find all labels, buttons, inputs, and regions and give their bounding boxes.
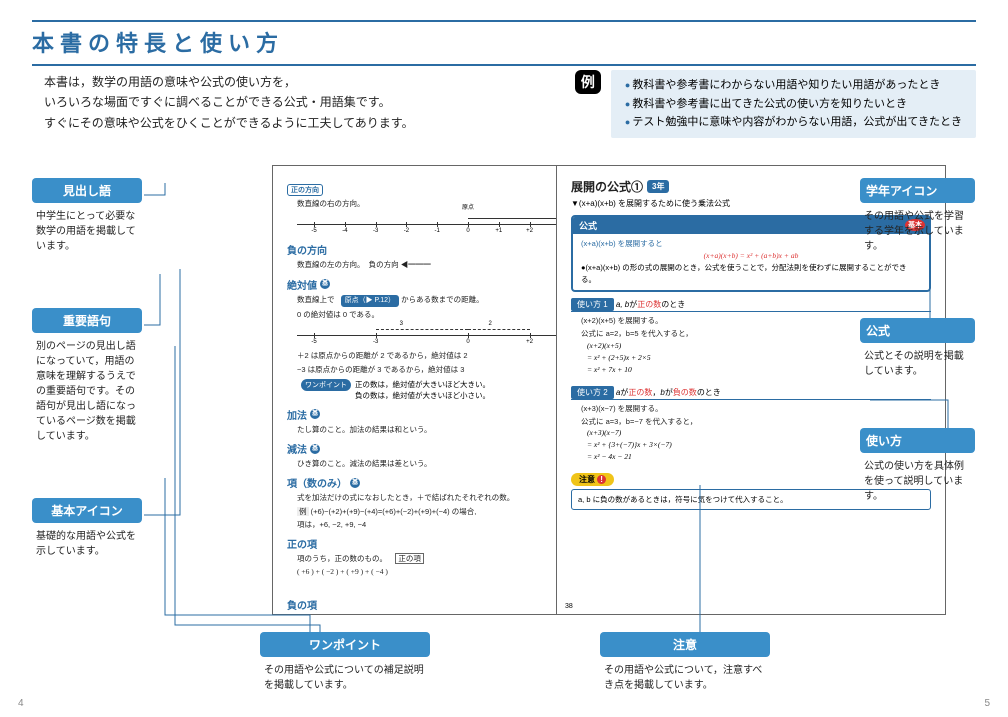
usage-line: (x+3)(x−7) を展開する。 bbox=[581, 403, 931, 414]
usage-head: 使い方 1 bbox=[571, 298, 614, 311]
callout-body: 基礎的な用語や公式を示しています。 bbox=[32, 527, 142, 561]
intro-line: 本書は，数学の用語の意味や公式の使い方を， bbox=[44, 72, 414, 92]
callout-body: その用語や公式についての補足説明を掲載しています。 bbox=[260, 661, 430, 695]
usage-block: 使い方 2 aが正の数，bが負の数のとき bbox=[571, 386, 931, 400]
example-item: 教科書や参考書に出てきた公式の使い方を知りたいとき bbox=[625, 95, 962, 114]
callout-title: 基本アイコン bbox=[32, 498, 142, 523]
callout-midashi: 見出し語 中学生にとって必要な数学の用語を掲載しています。 bbox=[32, 178, 142, 256]
example-list: 教科書や参考書にわからない用語や知りたい用語があったとき 教科書や参考書に出てき… bbox=[611, 70, 976, 138]
callout-body: 公式とその説明を掲載しています。 bbox=[860, 347, 975, 381]
callout-title: 学年アイコン bbox=[860, 178, 975, 203]
basic-icon: 基本 bbox=[310, 409, 320, 419]
onepoint-line: 正の数は，絶対値が大きいほど大きい。 bbox=[355, 379, 490, 390]
callout-body: その用語や公式について，注意すべき点を掲載しています。 bbox=[600, 661, 770, 695]
callout-kihon: 基本アイコン 基礎的な用語や公式を示しています。 bbox=[32, 498, 142, 561]
usage-line: 公式に a=3，b=−7 を代入すると， bbox=[581, 416, 931, 427]
callout-body: 別のページの見出し語になっていて，用語の意味を理解するうえでの重要語句です。その… bbox=[32, 337, 142, 446]
callout-title: ワンポイント bbox=[260, 632, 430, 657]
basic-icon: 基本 bbox=[350, 478, 360, 488]
callout-title: 公式 bbox=[860, 318, 975, 343]
onepoint-line: 負の数は，絶対値が大きいほど小さい。 bbox=[355, 390, 490, 401]
callout-title: 重要語句 bbox=[32, 308, 142, 333]
warning-icon: ! bbox=[597, 475, 606, 484]
callout-body: 中学生にとって必要な数学の用語を掲載しています。 bbox=[32, 207, 142, 256]
callout-tsukaikata: 使い方 公式の使い方を具体例を使って説明しています。 bbox=[860, 428, 975, 506]
example-item: テスト勉強中に意味や内容がわからない用語，公式が出てきたとき bbox=[625, 113, 962, 132]
formula-note: ●(x+a)(x+b) の形の式の展開のとき，公式を使うことで，分配法則を使わず… bbox=[581, 262, 921, 286]
intro-line: すぐにその意味や公式をひくことができるように工夫してあります。 bbox=[44, 113, 414, 133]
callout-body: その用語や公式を学習する学年を示しています。 bbox=[860, 207, 975, 256]
callout-gakunen: 学年アイコン その用語や公式を学習する学年を示しています。 bbox=[860, 178, 975, 256]
usage-head: 使い方 2 bbox=[571, 386, 614, 399]
example-box: 例 教科書や参考書にわからない用語や知りたい用語があったとき 教科書や参考書に出… bbox=[575, 70, 976, 138]
title-bar: 本書の特長と使い方 bbox=[32, 20, 976, 66]
callout-koushiki: 公式 公式とその説明を掲載しています。 bbox=[860, 318, 975, 381]
book-page-number: 38 bbox=[565, 603, 573, 610]
document-page: 本書の特長と使い方 本書は，数学の用語の意味や公式の使い方を， いろいろな場面で… bbox=[0, 0, 1008, 717]
onepoint-label: ワンポイント bbox=[301, 379, 351, 391]
callout-title: 見出し語 bbox=[32, 178, 142, 203]
page-number: 5 bbox=[984, 698, 990, 709]
intro-line: いろいろな場面ですぐに調べることができる公式・用語集です。 bbox=[44, 92, 414, 112]
example-item: 教科書や参考書にわからない用語や知りたい用語があったとき bbox=[625, 76, 962, 95]
callout-title: 使い方 bbox=[860, 428, 975, 453]
basic-icon: 基本 bbox=[310, 444, 320, 454]
link-pill: 原点（▶ P.12） bbox=[341, 295, 399, 308]
callout-onepoint: ワンポイント その用語や公式についての補足説明を掲載しています。 bbox=[260, 632, 430, 695]
warning-head: 注意 ! bbox=[571, 473, 614, 486]
intro-text: 本書は，数学の用語の意味や公式の使い方を， いろいろな場面ですぐに調べることがで… bbox=[44, 72, 414, 133]
callout-juyo: 重要語句 別のページの見出し語になっていて，用語の意味を理解するうえでの重要語句… bbox=[32, 308, 142, 446]
usage-block: 使い方 1 a, bが正の数のとき bbox=[571, 298, 931, 312]
callout-title: 注意 bbox=[600, 632, 770, 657]
page-title: 本書の特長と使い方 bbox=[32, 26, 976, 58]
example-badge: 例 bbox=[575, 70, 601, 94]
page-number: 4 bbox=[18, 698, 24, 709]
callout-chuui: 注意 その用語や公式について，注意すべき点を掲載しています。 bbox=[600, 632, 770, 695]
callout-body: 公式の使い方を具体例を使って説明しています。 bbox=[860, 457, 975, 506]
grade-badge: 3年 bbox=[647, 180, 669, 193]
basic-icon: 基本 bbox=[320, 279, 330, 289]
